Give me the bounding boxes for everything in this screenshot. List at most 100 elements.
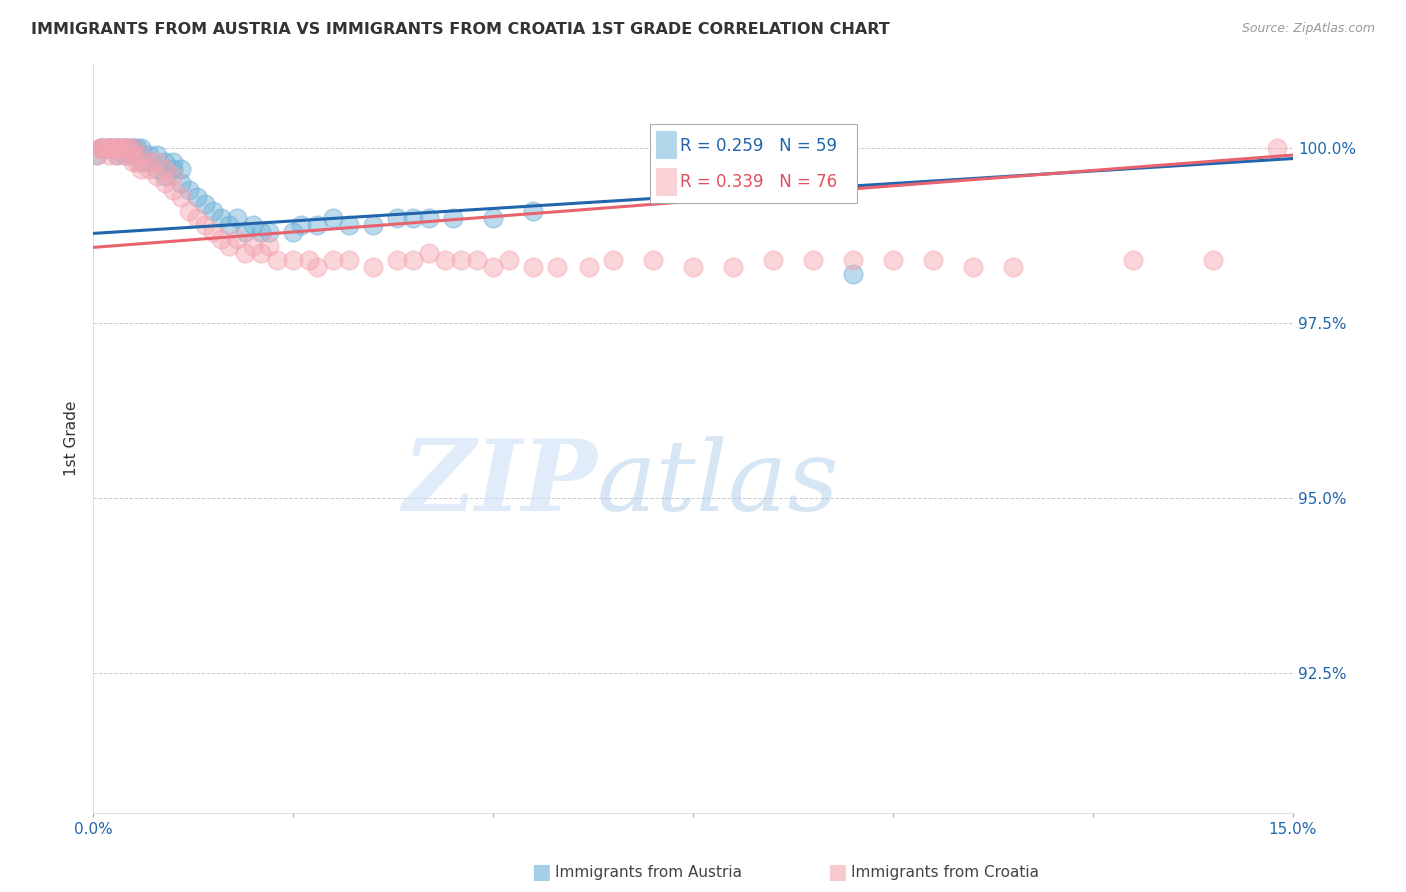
Point [257, 239, 280, 253]
Text: Source: ZipAtlas.com: Source: ZipAtlas.com [1241, 22, 1375, 36]
Text: ■: ■ [531, 863, 551, 882]
Point [170, 190, 193, 204]
Point [129, 148, 152, 162]
Point [450, 252, 472, 267]
Point [922, 252, 945, 267]
Point [602, 252, 624, 267]
Point [962, 260, 984, 274]
Point [105, 148, 128, 162]
Point [114, 141, 136, 155]
Point [153, 169, 176, 183]
Text: ZIP: ZIP [402, 435, 598, 532]
Point [129, 155, 152, 169]
Point [153, 161, 176, 176]
Point [138, 155, 160, 169]
Point [146, 148, 169, 162]
Point [882, 252, 904, 267]
Point [337, 218, 360, 232]
Point [90, 141, 112, 155]
Point [498, 252, 520, 267]
Point [98, 141, 121, 155]
Point [233, 246, 256, 260]
Point [218, 239, 240, 253]
Point [122, 141, 145, 155]
Point [226, 232, 249, 246]
Point [482, 211, 505, 225]
Point [385, 252, 408, 267]
Point [122, 155, 145, 169]
Point [209, 211, 232, 225]
Point [202, 204, 225, 219]
Point [281, 225, 304, 239]
Point [1122, 252, 1144, 267]
Point [762, 252, 785, 267]
Point [186, 190, 208, 204]
Point [122, 148, 145, 162]
Point [361, 218, 384, 232]
Point [118, 141, 141, 155]
Text: atlas: atlas [598, 435, 839, 531]
Point [250, 246, 273, 260]
Point [842, 252, 865, 267]
Point [98, 141, 121, 155]
Point [129, 161, 152, 176]
Point [361, 260, 384, 274]
Point [801, 252, 824, 267]
Point [86, 148, 108, 162]
Point [307, 260, 329, 274]
Point [153, 155, 176, 169]
Point [202, 225, 225, 239]
Point [186, 211, 208, 225]
Point [337, 252, 360, 267]
Point [105, 141, 128, 155]
Point [641, 252, 664, 267]
Point [266, 252, 288, 267]
Point [1202, 252, 1225, 267]
Point [98, 141, 121, 155]
Point [842, 267, 865, 281]
Point [162, 169, 184, 183]
Point [105, 141, 128, 155]
Point [418, 211, 440, 225]
Point [162, 183, 184, 197]
Point [114, 141, 136, 155]
Point [233, 225, 256, 239]
Point [94, 141, 117, 155]
Point [98, 148, 121, 162]
Point [114, 141, 136, 155]
Point [127, 141, 149, 155]
Point [522, 204, 544, 219]
Point [226, 211, 249, 225]
Point [682, 260, 704, 274]
Point [307, 218, 329, 232]
Point [298, 252, 321, 267]
Point [129, 148, 152, 162]
Point [257, 225, 280, 239]
Point [114, 148, 136, 162]
Point [153, 176, 176, 190]
Text: ■: ■ [827, 863, 846, 882]
Y-axis label: 1st Grade: 1st Grade [65, 401, 79, 476]
Point [441, 211, 464, 225]
Point [105, 148, 128, 162]
Point [482, 260, 505, 274]
Point [90, 141, 112, 155]
Point [118, 141, 141, 155]
Point [402, 211, 425, 225]
Point [138, 148, 160, 162]
Point [98, 141, 121, 155]
Point [281, 252, 304, 267]
Text: R = 0.339   N = 76: R = 0.339 N = 76 [681, 173, 838, 191]
Point [138, 161, 160, 176]
Point [146, 155, 169, 169]
Text: R = 0.259   N = 59: R = 0.259 N = 59 [681, 136, 837, 154]
Point [434, 252, 457, 267]
Point [418, 246, 440, 260]
Point [90, 141, 112, 155]
Point [218, 218, 240, 232]
Text: Immigrants from Croatia: Immigrants from Croatia [851, 865, 1039, 880]
Point [170, 176, 193, 190]
Point [105, 141, 128, 155]
Point [146, 169, 169, 183]
Point [129, 141, 152, 155]
